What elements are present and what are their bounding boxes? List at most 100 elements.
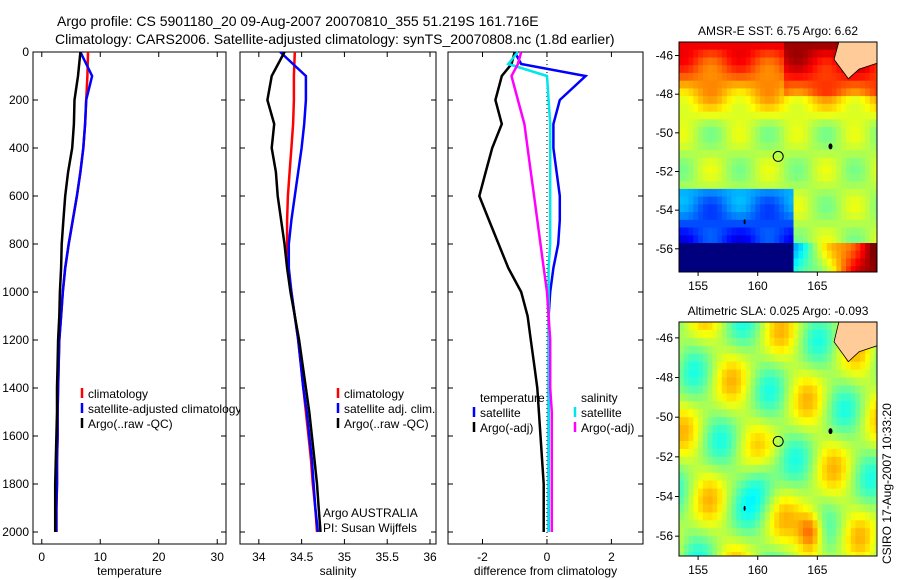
- map-cell: [707, 544, 713, 553]
- map-cell: [793, 456, 799, 466]
- map-cell: [793, 345, 799, 355]
- map-cell: [688, 520, 694, 529]
- map-cell: [760, 150, 766, 159]
- map-cell: [822, 219, 828, 228]
- map-cell: [702, 49, 709, 58]
- map-cell: [869, 504, 876, 513]
- map-cell: [846, 212, 852, 221]
- map-cell: [745, 158, 752, 167]
- map-cell: [779, 369, 785, 378]
- map-cell: [688, 158, 694, 167]
- map-cell: [855, 441, 861, 450]
- map-cell: [788, 266, 794, 273]
- map-cell: [826, 544, 833, 553]
- map-cell: [717, 385, 723, 394]
- map-cell: [803, 111, 809, 120]
- map-cell: [817, 369, 823, 378]
- map-cell: [822, 96, 828, 105]
- map-cell: [755, 520, 761, 529]
- map-cell: [721, 134, 728, 143]
- map-cell: [793, 111, 799, 120]
- map-cell: [683, 219, 690, 228]
- map-cell: [836, 361, 842, 371]
- map-cell: [774, 393, 780, 402]
- map-cell: [807, 181, 814, 190]
- map-cell: [784, 425, 790, 434]
- map-cell: [698, 72, 704, 82]
- map-cell: [817, 385, 823, 394]
- map-cell: [788, 65, 794, 74]
- map-cell: [793, 488, 799, 497]
- map-cell: [874, 433, 878, 442]
- map-cell: [831, 353, 837, 363]
- map-cell: [812, 329, 818, 339]
- map-cell: [822, 377, 828, 386]
- y-tick-label: -56: [656, 242, 674, 256]
- map-cell: [803, 385, 809, 394]
- map-cell: [812, 552, 818, 557]
- map-cell: [850, 96, 857, 105]
- map-cell: [707, 173, 713, 182]
- map-cell: [798, 119, 804, 128]
- map-cell: [760, 42, 766, 51]
- map-cell: [831, 464, 837, 474]
- map-cell: [826, 235, 833, 244]
- map-cell: [702, 417, 709, 426]
- map-cell: [707, 504, 713, 513]
- map-cell: [760, 385, 766, 394]
- map-cell: [822, 103, 828, 112]
- map-cell: [779, 512, 785, 521]
- map-cell: [826, 464, 833, 474]
- map-cell: [798, 369, 804, 378]
- map-cell: [712, 49, 718, 58]
- map-cell: [731, 243, 737, 252]
- map-cell: [721, 385, 728, 394]
- map-cell: [836, 119, 842, 128]
- map-cell: [755, 57, 761, 66]
- map-cell: [774, 42, 780, 51]
- map-cell: [784, 353, 790, 363]
- map-cell: [788, 103, 794, 112]
- map-cell: [774, 369, 780, 378]
- map-cell: [865, 103, 871, 112]
- map-cell: [798, 204, 804, 213]
- map-cell: [698, 119, 704, 128]
- map-cell: [779, 417, 785, 426]
- map-cell: [836, 536, 842, 545]
- map-cell: [846, 134, 852, 143]
- map-cell: [803, 353, 809, 363]
- map-cell: [688, 243, 694, 252]
- map-cell: [745, 150, 752, 159]
- map-cell: [688, 552, 694, 557]
- map-cell: [869, 393, 876, 402]
- map-cell: [850, 401, 857, 410]
- map-cell: [874, 188, 878, 198]
- x-axis-label: salinity: [320, 564, 357, 578]
- map-cell: [721, 520, 728, 529]
- map-cell: [788, 448, 794, 458]
- map-cell: [764, 409, 771, 418]
- map-cell: [683, 127, 690, 136]
- map-cell: [841, 425, 847, 434]
- map-cell: [698, 409, 704, 418]
- map-cell: [755, 65, 761, 74]
- map-cell: [745, 441, 752, 450]
- map-cell: [831, 258, 837, 267]
- map-cell: [798, 235, 804, 244]
- y-tick-label: 600: [9, 189, 29, 203]
- x-tick-label: -2: [477, 550, 488, 564]
- map-cell: [712, 456, 718, 466]
- map-cell: [779, 472, 785, 482]
- map-cell: [702, 520, 709, 529]
- map-cell: [760, 127, 766, 136]
- map-cell: [707, 361, 713, 371]
- map-cell: [698, 134, 704, 143]
- map-cell: [846, 188, 852, 198]
- map-cell: [803, 441, 809, 450]
- map-cell: [726, 528, 732, 537]
- map-cell: [731, 377, 737, 386]
- map-cell: [702, 448, 709, 458]
- map-cell: [807, 322, 814, 331]
- map-cell: [831, 212, 837, 221]
- map-cell: [750, 361, 756, 371]
